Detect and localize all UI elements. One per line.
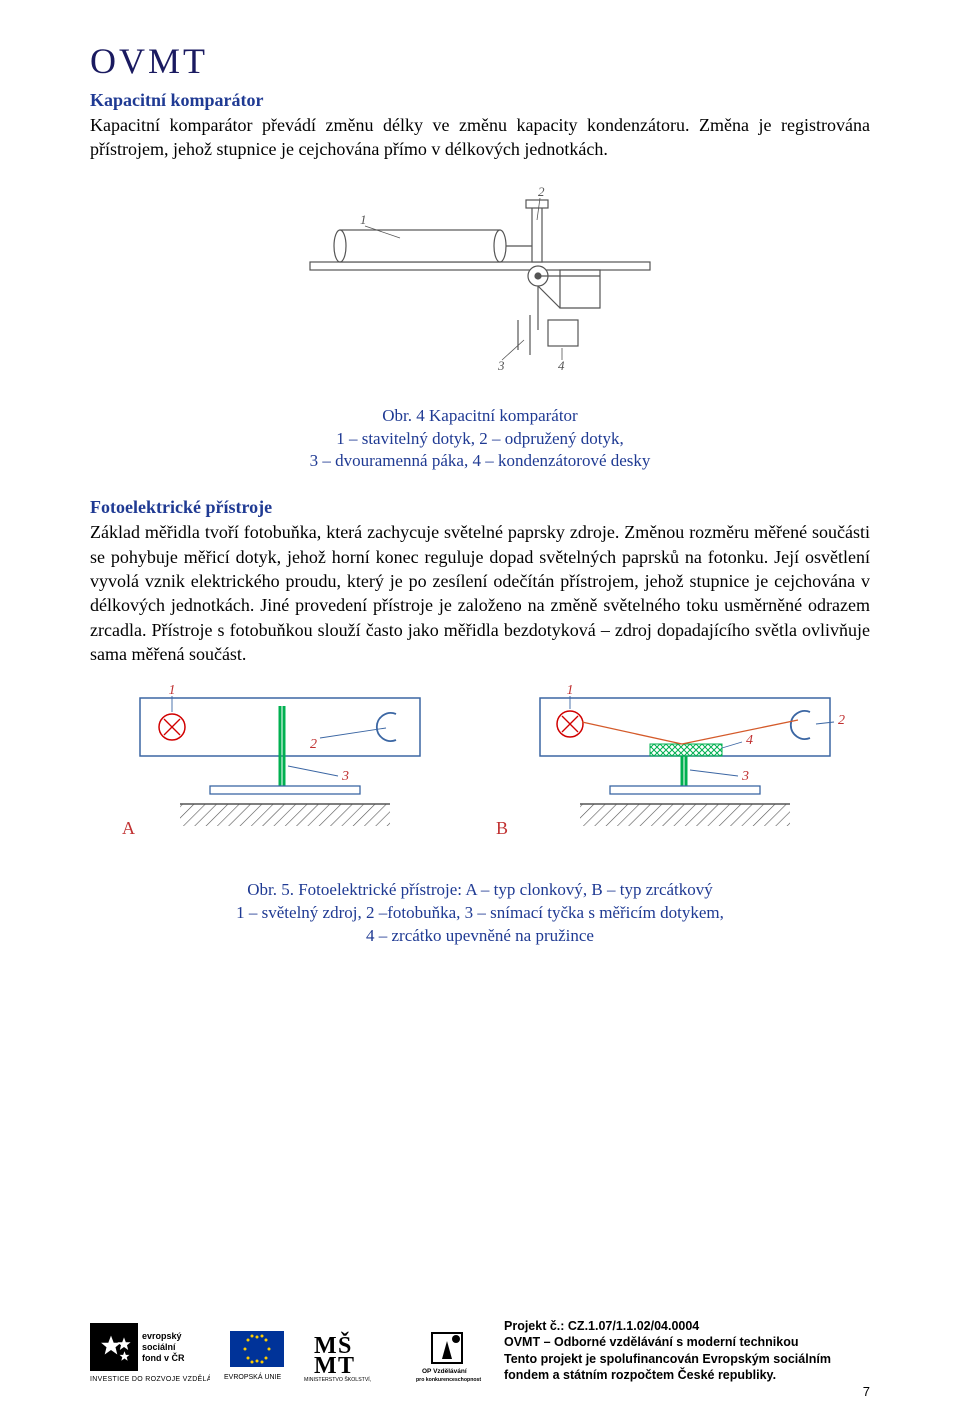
svg-text:sociální: sociální: [142, 1342, 176, 1352]
figure-1: 1 2 3 4: [90, 180, 870, 385]
svg-text:pro konkurenceschopnost: pro konkurenceschopnost: [416, 1377, 481, 1383]
svg-text:M: M: [314, 1353, 337, 1379]
svg-text:B: B: [496, 818, 508, 838]
svg-text:1: 1: [360, 212, 367, 227]
section2-title: Fotoelektrické přístroje: [90, 497, 870, 518]
fig2-cap-l2: 1 – světelný zdroj, 2 –fotobuňka, 3 – sn…: [236, 903, 724, 922]
ovmt-logo: OVMT: [90, 40, 870, 82]
fig2-caption: Obr. 5. Fotoelektrické přístroje: A – ty…: [90, 879, 870, 948]
fig1-caption: Obr. 4 Kapacitní komparátor 1 – stavitel…: [90, 405, 870, 474]
svg-text:2: 2: [310, 737, 317, 752]
msmt-logo: M Š M T MINISTERSTVO ŠKOLSTVÍ,: [304, 1329, 404, 1383]
footer-line3: Tento projekt je spolufinancován Evropsk…: [504, 1351, 831, 1367]
svg-text:3: 3: [341, 769, 349, 784]
svg-text:1: 1: [169, 684, 176, 698]
svg-text:A: A: [122, 818, 135, 838]
svg-text:2: 2: [838, 713, 845, 728]
figure-2: 1 2 3 A 1 2 3 4 B: [90, 684, 870, 859]
section2-para: Základ měřidla tvoří fotobuňka, která za…: [90, 520, 870, 666]
fig2-svg: 1 2 3 A 1 2 3 4 B: [110, 684, 850, 854]
svg-text:EVROPSKÁ UNIE: EVROPSKÁ UNIE: [224, 1372, 282, 1381]
svg-text:4: 4: [558, 358, 565, 373]
svg-text:3: 3: [741, 769, 749, 784]
footer-line1: Projekt č.: CZ.1.07/1.1.02/04.0004: [504, 1318, 831, 1334]
esf-logo: evropský sociální fond v ČR INVESTICE DO…: [90, 1323, 210, 1383]
svg-text:1: 1: [567, 684, 574, 698]
fig1-svg: 1 2 3 4: [300, 180, 660, 380]
fig1-cap-l1: Obr. 4 Kapacitní komparátor: [382, 406, 577, 425]
fig2-cap-l3: 4 – zrcátko upevněné na pružince: [366, 926, 594, 945]
fig1-cap-l3: 3 – dvouramenná páka, 4 – kondenzátorové…: [310, 451, 651, 470]
footer-line4: fondem a státním rozpočtem České republi…: [504, 1367, 831, 1383]
svg-text:4: 4: [746, 733, 753, 748]
fig2-cap-l1: Obr. 5. Fotoelektrické přístroje: A – ty…: [247, 880, 713, 899]
page-number: 7: [863, 1384, 870, 1399]
op-logo: OP Vzdělávání pro konkurenceschopnost: [416, 1329, 490, 1383]
footer-logos: evropský sociální fond v ČR INVESTICE DO…: [90, 1323, 490, 1383]
eu-flag-logo: EVROPSKÁ UNIE: [222, 1329, 292, 1383]
page-footer: evropský sociální fond v ČR INVESTICE DO…: [90, 1318, 870, 1383]
svg-text:MINISTERSTVO ŠKOLSTVÍ,: MINISTERSTVO ŠKOLSTVÍ,: [304, 1376, 371, 1383]
section1-title: Kapacitní komparátor: [90, 90, 870, 111]
svg-text:evropský: evropský: [142, 1331, 182, 1341]
svg-text:fond v ČR: fond v ČR: [142, 1352, 185, 1363]
footer-text-block: Projekt č.: CZ.1.07/1.1.02/04.0004 OVMT …: [504, 1318, 831, 1383]
svg-text:T: T: [338, 1353, 354, 1379]
footer-line2: OVMT – Odborné vzdělávání s moderní tech…: [504, 1334, 831, 1350]
section1-para: Kapacitní komparátor převádí změnu délky…: [90, 113, 870, 162]
svg-text:INVESTICE DO ROZVOJE VZDĚLÁVÁN: INVESTICE DO ROZVOJE VZDĚLÁVÁNÍ: [90, 1374, 210, 1383]
svg-text:3: 3: [497, 358, 505, 373]
svg-text:2: 2: [538, 184, 545, 199]
svg-text:OP Vzdělávání: OP Vzdělávání: [422, 1368, 467, 1375]
fig1-cap-l2: 1 – stavitelný dotyk, 2 – odpružený doty…: [336, 429, 624, 448]
